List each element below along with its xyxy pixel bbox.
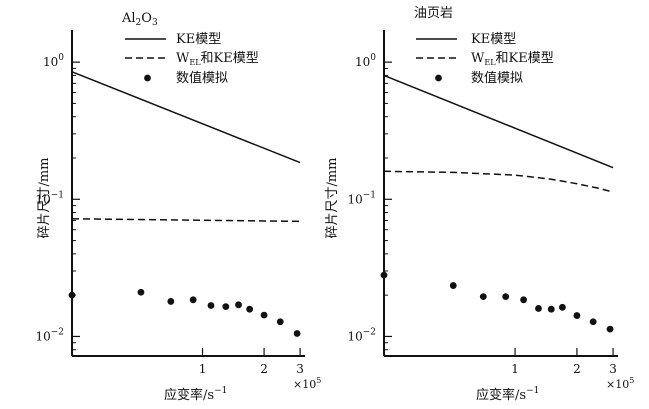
data-point xyxy=(380,271,388,279)
data-point xyxy=(449,282,457,289)
series-line-wel-ke xyxy=(383,170,614,193)
series-line-ke xyxy=(383,74,614,169)
data-point xyxy=(573,312,581,319)
y-tick-label: 10−2 xyxy=(35,327,64,343)
legend-marker-simulation xyxy=(435,74,442,82)
series-line-wel-ke xyxy=(71,218,301,223)
x-tick-label: 3 xyxy=(296,362,304,376)
x-axis-label: 应变率/s−1 xyxy=(476,386,539,403)
data-point xyxy=(207,302,215,309)
panel-title: Al2O3 xyxy=(121,11,158,28)
y-axis-label: 碎片尺寸/mm xyxy=(325,157,340,238)
data-point xyxy=(559,303,566,311)
legend-label: 数值模拟 xyxy=(176,70,228,86)
data-point xyxy=(276,318,284,326)
data-point xyxy=(68,291,76,299)
data-point xyxy=(547,305,555,313)
data-point xyxy=(520,296,527,304)
data-point xyxy=(606,325,614,333)
x-tick-label: 1 xyxy=(511,362,519,376)
y-tick-label: 10−1 xyxy=(35,190,64,206)
legend-marker-simulation xyxy=(144,74,151,82)
panel-title: 油页岩 xyxy=(414,6,453,21)
series-line-ke xyxy=(71,71,301,164)
data-point xyxy=(246,305,254,313)
data-point xyxy=(189,296,197,304)
x-tick-label: 3 xyxy=(609,362,617,376)
legend-label: WEL和KE模型 xyxy=(176,51,259,67)
data-point xyxy=(479,293,487,301)
x-tick-label: 2 xyxy=(573,362,581,376)
legend-label: 数值模拟 xyxy=(471,70,523,86)
data-point xyxy=(589,318,597,326)
y-tick-label: 100 xyxy=(43,53,64,69)
data-point xyxy=(137,288,145,296)
panel-al2o3: 100 10−1 10−2 1 2 3×105 应变率/s−1 碎片尺寸/mm Al2O3 KE模… xyxy=(35,11,321,403)
x-tick-label: 1 xyxy=(199,362,207,376)
y-axis-label: 碎片尺寸/mm xyxy=(37,157,52,238)
data-point xyxy=(293,330,301,337)
panel-oil-shale: 100 10−1 10−2 1 2 3×105 应变率/s−1 碎片尺寸/mm 油页岩 KE模型 W… xyxy=(325,6,634,403)
y-tick-label: 100 xyxy=(355,53,376,69)
legend-label: KE模型 xyxy=(176,32,221,47)
x-axis-label: 应变率/s−1 xyxy=(164,386,227,403)
data-point xyxy=(222,303,230,311)
data-point xyxy=(235,301,242,309)
x-multiplier-label: ×105 xyxy=(293,376,321,391)
data-point xyxy=(535,305,542,312)
data-point xyxy=(502,293,510,301)
x-multiplier-label: ×105 xyxy=(606,376,634,391)
legend-label: WEL和KE模型 xyxy=(471,51,554,67)
y-tick-label: 10−1 xyxy=(347,190,376,206)
data-point xyxy=(167,298,175,305)
legend-label: KE模型 xyxy=(471,32,516,47)
data-point xyxy=(260,311,268,319)
x-tick-label: 2 xyxy=(260,362,268,376)
y-tick-label: 10−2 xyxy=(347,327,376,343)
